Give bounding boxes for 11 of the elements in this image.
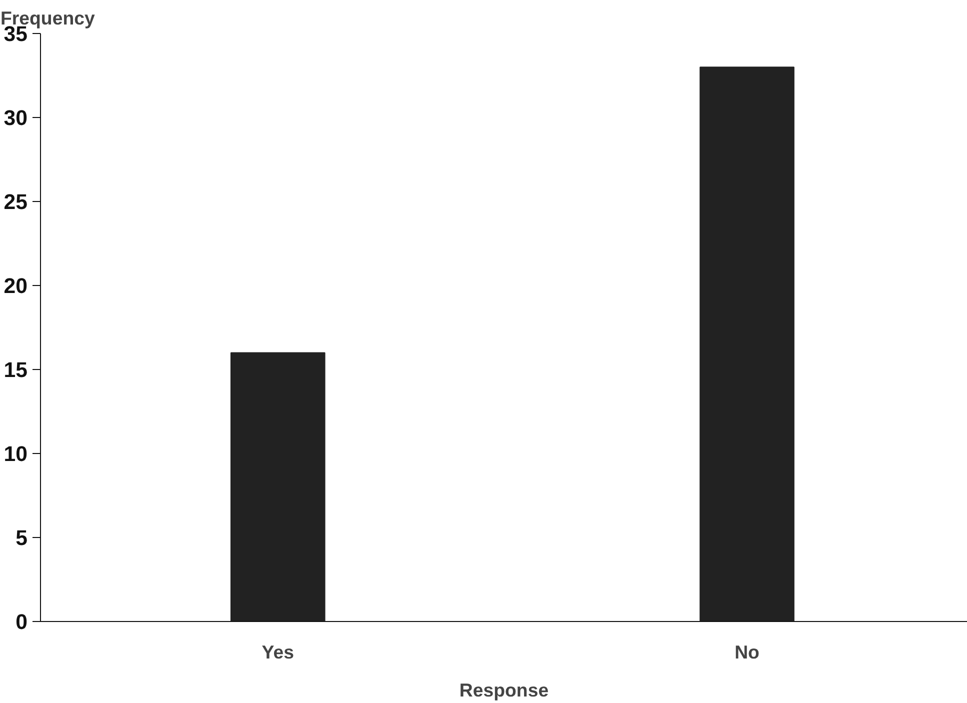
y-tick-label: 5: [16, 526, 28, 550]
x-tick-label: Yes: [262, 642, 294, 662]
y-tick-label: 15: [4, 358, 28, 382]
y-axis-title: Frequency: [0, 8, 96, 28]
y-tick-label: 0: [16, 610, 28, 634]
y-tick-label: 25: [4, 190, 28, 214]
y-tick-label: 30: [4, 106, 28, 130]
y-tick-label: 10: [4, 442, 28, 466]
x-axis-title: Response: [459, 680, 549, 700]
y-tick-label: 20: [4, 274, 28, 298]
x-tick-label: No: [734, 642, 760, 662]
